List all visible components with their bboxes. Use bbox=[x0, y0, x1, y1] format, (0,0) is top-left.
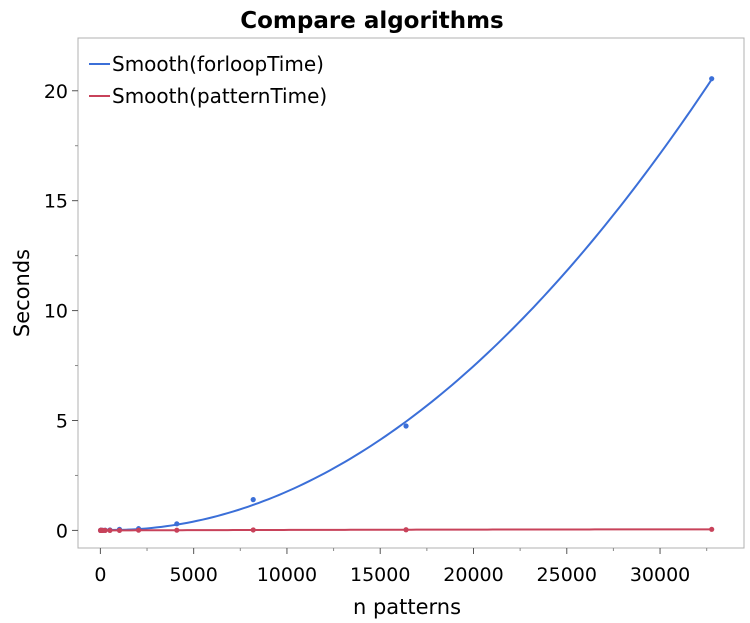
smooth-line-1 bbox=[100, 78, 713, 531]
y-tick-label: 5 bbox=[56, 411, 68, 433]
series-2 bbox=[97, 526, 715, 534]
y-axis: 0 5 10 15 20 bbox=[44, 81, 78, 542]
x-tick-label: 0 bbox=[94, 564, 106, 586]
legend-label: Smooth(patternTime) bbox=[112, 84, 327, 108]
y-axis-title: Seconds bbox=[10, 249, 34, 337]
data-point bbox=[709, 526, 715, 532]
plot-frame bbox=[77, 37, 745, 549]
x-tick-label: 10000 bbox=[257, 564, 317, 586]
series-layer bbox=[97, 76, 715, 534]
data-point bbox=[250, 497, 256, 503]
series-1 bbox=[97, 76, 715, 534]
x-tick-label: 25000 bbox=[537, 564, 597, 586]
data-point bbox=[709, 76, 715, 82]
y-tick-label: 10 bbox=[44, 301, 68, 323]
x-axis-title: n patterns bbox=[353, 595, 461, 619]
data-point bbox=[107, 527, 113, 534]
x-tick-label: 30000 bbox=[630, 564, 690, 586]
legend-label: Smooth(forloopTime) bbox=[112, 52, 324, 76]
y-tick-label: 15 bbox=[44, 191, 68, 213]
x-tick-label: 15000 bbox=[350, 564, 410, 586]
data-point bbox=[116, 527, 123, 534]
y-tick-label: 0 bbox=[56, 520, 68, 542]
x-tick-label: 20000 bbox=[443, 564, 503, 586]
data-point bbox=[174, 527, 180, 533]
data-point bbox=[403, 527, 409, 533]
y-tick-label: 20 bbox=[44, 81, 68, 103]
x-tick-label: 5000 bbox=[169, 564, 217, 586]
chart-title: Compare algorithms bbox=[240, 8, 504, 34]
data-point bbox=[403, 423, 409, 429]
legend: Smooth(forloopTime) Smooth(patternTime) bbox=[89, 52, 327, 108]
data-point bbox=[250, 527, 256, 533]
x-axis: 0 5000 10000 15000 20000 25000 30000 bbox=[94, 548, 708, 586]
data-point bbox=[102, 527, 108, 534]
data-point bbox=[135, 527, 142, 533]
data-point bbox=[174, 521, 180, 527]
